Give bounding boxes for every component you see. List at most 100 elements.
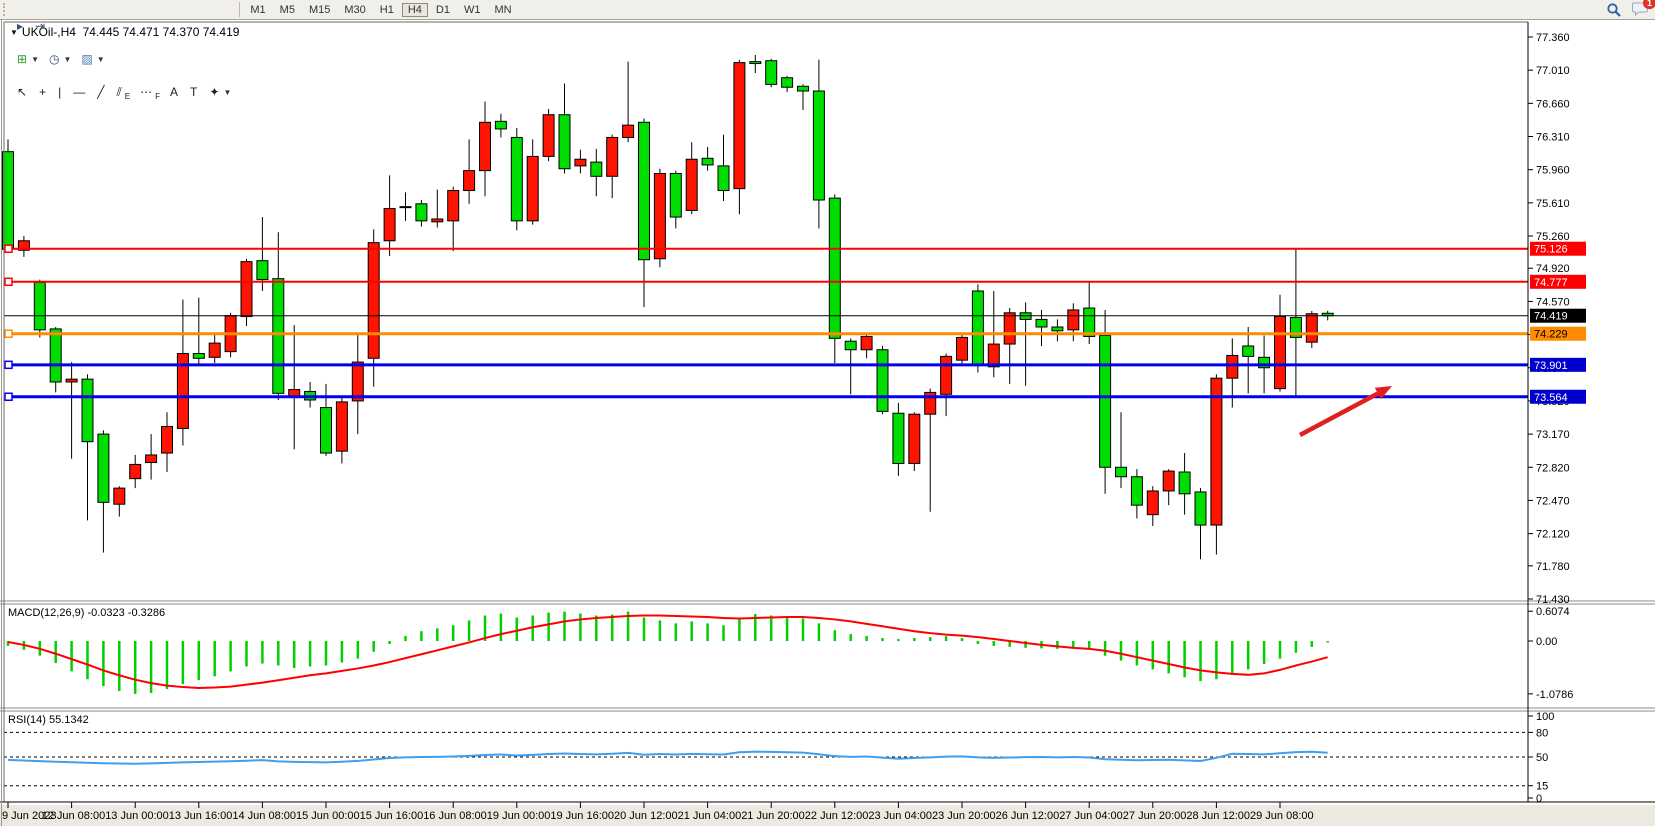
chat-button[interactable]: 1: [1632, 0, 1655, 19]
zoom-in-icon: ⊕: [17, 0, 27, 2]
candle: [1242, 345, 1255, 357]
periods-icon: ◷: [48, 51, 60, 66]
text-button[interactable]: A: [166, 84, 184, 101]
candle: [987, 343, 1000, 368]
dropdown-caret-icon[interactable]: ▼: [31, 54, 39, 64]
candle: [1003, 312, 1016, 345]
rsi-tick-label: 0: [1536, 793, 1542, 805]
auto-scroll-button[interactable]: ▸: [13, 18, 29, 35]
crosshair-icon: +: [39, 84, 47, 99]
price-tick-label: 71.430: [1536, 594, 1570, 606]
candle: [192, 353, 205, 359]
chart-title-bar: ▼ UKOil-,H4 74.445 74.471 74.370 74.419: [10, 25, 239, 39]
zoom-in-button[interactable]: ⊕: [13, 0, 33, 2]
zoom-out-button[interactable]: ⊖: [35, 0, 55, 2]
arrows-button[interactable]: ✦ ▼: [205, 84, 235, 101]
toolbar-right: 1: [1606, 0, 1655, 19]
trendline-button[interactable]: ╱: [93, 84, 110, 101]
templates-button[interactable]: ▨ ▼: [77, 51, 108, 68]
candle: [161, 426, 173, 454]
macd-bar: [451, 625, 455, 641]
hline-handle[interactable]: [4, 244, 13, 253]
candle: [1130, 476, 1143, 506]
periods-button[interactable]: ◷ ▼: [45, 51, 75, 68]
trend-arrow-annotation[interactable]: [1298, 386, 1392, 437]
dropdown-caret-icon[interactable]: ▼: [63, 54, 72, 64]
new-chart-button[interactable]: ⊞ ▼: [13, 51, 43, 68]
timeframe-mn[interactable]: MN: [494, 4, 512, 16]
timeframe-m15[interactable]: M15: [308, 4, 331, 16]
macd-bar: [133, 641, 137, 694]
candle: [1067, 309, 1080, 331]
macd-bar: [149, 641, 153, 693]
macd-bar: [70, 641, 73, 672]
price-tick-label: 77.010: [1536, 65, 1570, 77]
chart-shift-button[interactable]: ⇥: [31, 18, 51, 35]
macd-bar: [1119, 641, 1123, 661]
timeframe-m1[interactable]: M1: [250, 4, 266, 16]
candle: [447, 190, 460, 222]
macd-bar: [595, 615, 598, 641]
chart-window[interactable]: 77.360 77.010 76.660 76.310 75.960 75.610 75.2…: [0, 19, 1655, 826]
search-icon[interactable]: [1606, 2, 1622, 18]
dropdown-caret-icon[interactable]: ▼: [96, 54, 105, 64]
hline-price-label-bg: [1530, 241, 1586, 256]
macd-bar: [642, 617, 646, 641]
arrows-icon: ✦: [209, 84, 220, 99]
price-axis[interactable]: 77.360 77.010 76.660 76.310 75.960 75.610 75.2…: [1528, 32, 1586, 805]
macd-bar: [769, 615, 773, 641]
macd-bar: [1246, 641, 1250, 670]
candle: [129, 463, 142, 480]
candle: [924, 391, 937, 415]
time-tick-label: 27 Jun 20:00: [1123, 810, 1187, 822]
time-tick-label: 19 Jun 00:00: [487, 810, 551, 822]
rsi-pane: [4, 731, 1528, 787]
chevron-down-icon[interactable]: ▼: [10, 28, 18, 37]
cursor-button[interactable]: ↖: [13, 84, 33, 101]
timeframe-h4[interactable]: H4: [401, 3, 428, 17]
candle: [1274, 316, 1286, 390]
timeframe-m30[interactable]: M30: [344, 4, 366, 16]
time-tick-label: 20 Jun 12:00: [614, 810, 678, 822]
timeframe-h1[interactable]: H1: [379, 4, 394, 16]
macd-bar: [1087, 641, 1091, 650]
candle: [844, 340, 857, 351]
candle: [1035, 318, 1048, 328]
candle: [638, 121, 650, 261]
dropdown-caret-icon[interactable]: ▼: [223, 87, 232, 97]
chart-shift-icon: ⇥: [35, 18, 46, 33]
vertical-line-button[interactable]: |: [54, 84, 67, 101]
equidistant-channel-button[interactable]: ⫽ E: [112, 84, 134, 101]
macd-bar: [499, 613, 503, 641]
hline-handle[interactable]: [4, 329, 13, 338]
candle: [1099, 335, 1112, 468]
hline-handle[interactable]: [4, 360, 13, 370]
macd-bar: [1183, 641, 1186, 678]
hline-handle[interactable]: [4, 392, 13, 402]
candle: [797, 85, 809, 92]
timeframe-d1[interactable]: D1: [435, 4, 450, 16]
crosshair-button[interactable]: +: [35, 84, 52, 101]
time-tick-label: 28 Jun 12:00: [1186, 810, 1250, 822]
candle: [351, 361, 364, 402]
macd-bar: [1231, 641, 1234, 675]
timeframe-m5[interactable]: M5: [279, 4, 295, 16]
tile-windows-button[interactable]: ▦: [57, 0, 78, 2]
hline-handle[interactable]: [4, 277, 13, 287]
price-tick-label: 76.660: [1536, 98, 1570, 110]
candle: [653, 172, 666, 260]
macd-bar: [658, 620, 662, 641]
zoom-out-icon: ⊖: [39, 0, 49, 2]
macd-bar: [6, 641, 10, 646]
candle: [510, 136, 523, 222]
chart-canvas[interactable]: 77.360 77.010 76.660 76.310 75.960 75.610 75.2…: [0, 19, 1655, 826]
candle: [908, 413, 921, 464]
macd-bar: [738, 617, 741, 641]
text-label-button[interactable]: T: [186, 84, 203, 101]
fibonacci-button[interactable]: ⋯ F: [136, 84, 164, 101]
horizontal-line-button[interactable]: —: [69, 84, 91, 101]
macd-bar: [674, 623, 678, 641]
toolbar-group: ⊕ ⊖ ▦: [12, 0, 236, 3]
timeframe-w1[interactable]: W1: [463, 4, 481, 16]
